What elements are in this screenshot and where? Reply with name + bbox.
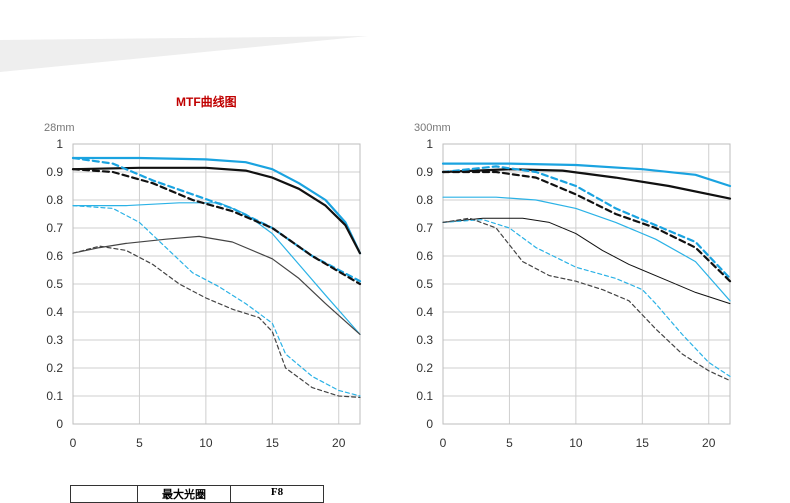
- y-tick-label: 0: [426, 417, 433, 431]
- x-tick-label: 5: [136, 436, 143, 450]
- y-tick-label: 0.8: [46, 193, 63, 207]
- y-tick-label: 0.2: [416, 361, 433, 375]
- x-tick-label: 0: [440, 436, 447, 450]
- y-tick-label: 0.9: [46, 165, 63, 179]
- y-tick-label: 0.2: [46, 361, 63, 375]
- y-axis-label: 28mm: [44, 122, 75, 134]
- series-line-1: [71, 156, 362, 255]
- series-line-4: [441, 170, 732, 283]
- x-tick-label: 0: [70, 436, 77, 450]
- series-line-3: [441, 165, 732, 280]
- y-tick-label: 0.4: [46, 305, 63, 319]
- series-line-6: [442, 217, 731, 305]
- x-tick-label: 20: [702, 436, 716, 450]
- series-line-3: [71, 156, 362, 283]
- y-tick-label: 0.7: [416, 221, 433, 235]
- series-line-8: [72, 245, 361, 398]
- series-line-1: [441, 162, 732, 188]
- x-tick-label: 10: [569, 436, 583, 450]
- x-tick-label: 5: [506, 436, 513, 450]
- y-tick-label: 0.6: [46, 249, 63, 263]
- y-tick-label: 0.1: [416, 389, 433, 403]
- series-line-2: [441, 168, 732, 200]
- table-row: 最大光圈 F8: [70, 485, 324, 503]
- series-line-4: [71, 168, 362, 286]
- y-tick-label: 0.5: [416, 277, 433, 291]
- y-tick-label: 0.1: [46, 389, 63, 403]
- aperture-table: 最大光圈 F8: [70, 485, 324, 503]
- series-line-7: [442, 219, 731, 377]
- y-tick-label: 0.6: [416, 249, 433, 263]
- series-line-6: [72, 235, 361, 335]
- chart-title: MTF曲线图: [176, 95, 237, 109]
- series-line-2: [71, 166, 362, 255]
- plot-frame: [442, 143, 731, 425]
- y-tick-label: 0.9: [416, 165, 433, 179]
- x-tick-label: 20: [332, 436, 346, 450]
- x-tick-label: 10: [199, 436, 213, 450]
- series-line-5: [72, 202, 361, 335]
- series-line-5: [442, 196, 731, 302]
- y-tick-label: 1: [56, 137, 63, 151]
- y-tick-label: 0.3: [416, 333, 433, 347]
- y-tick-label: 1: [426, 137, 433, 151]
- y-tick-label: 0.5: [46, 277, 63, 291]
- y-tick-label: 0.8: [416, 193, 433, 207]
- series-line-8: [442, 217, 731, 382]
- y-tick-label: 0: [56, 417, 63, 431]
- x-tick-label: 15: [636, 436, 650, 450]
- y-axis-label: 300mm: [414, 122, 451, 134]
- y-tick-label: 0.4: [416, 305, 433, 319]
- y-tick-label: 0.3: [46, 333, 63, 347]
- x-tick-label: 15: [266, 436, 280, 450]
- header-banner-stripe: [0, 36, 368, 72]
- series-line-7: [72, 205, 361, 397]
- y-tick-label: 0.7: [46, 221, 63, 235]
